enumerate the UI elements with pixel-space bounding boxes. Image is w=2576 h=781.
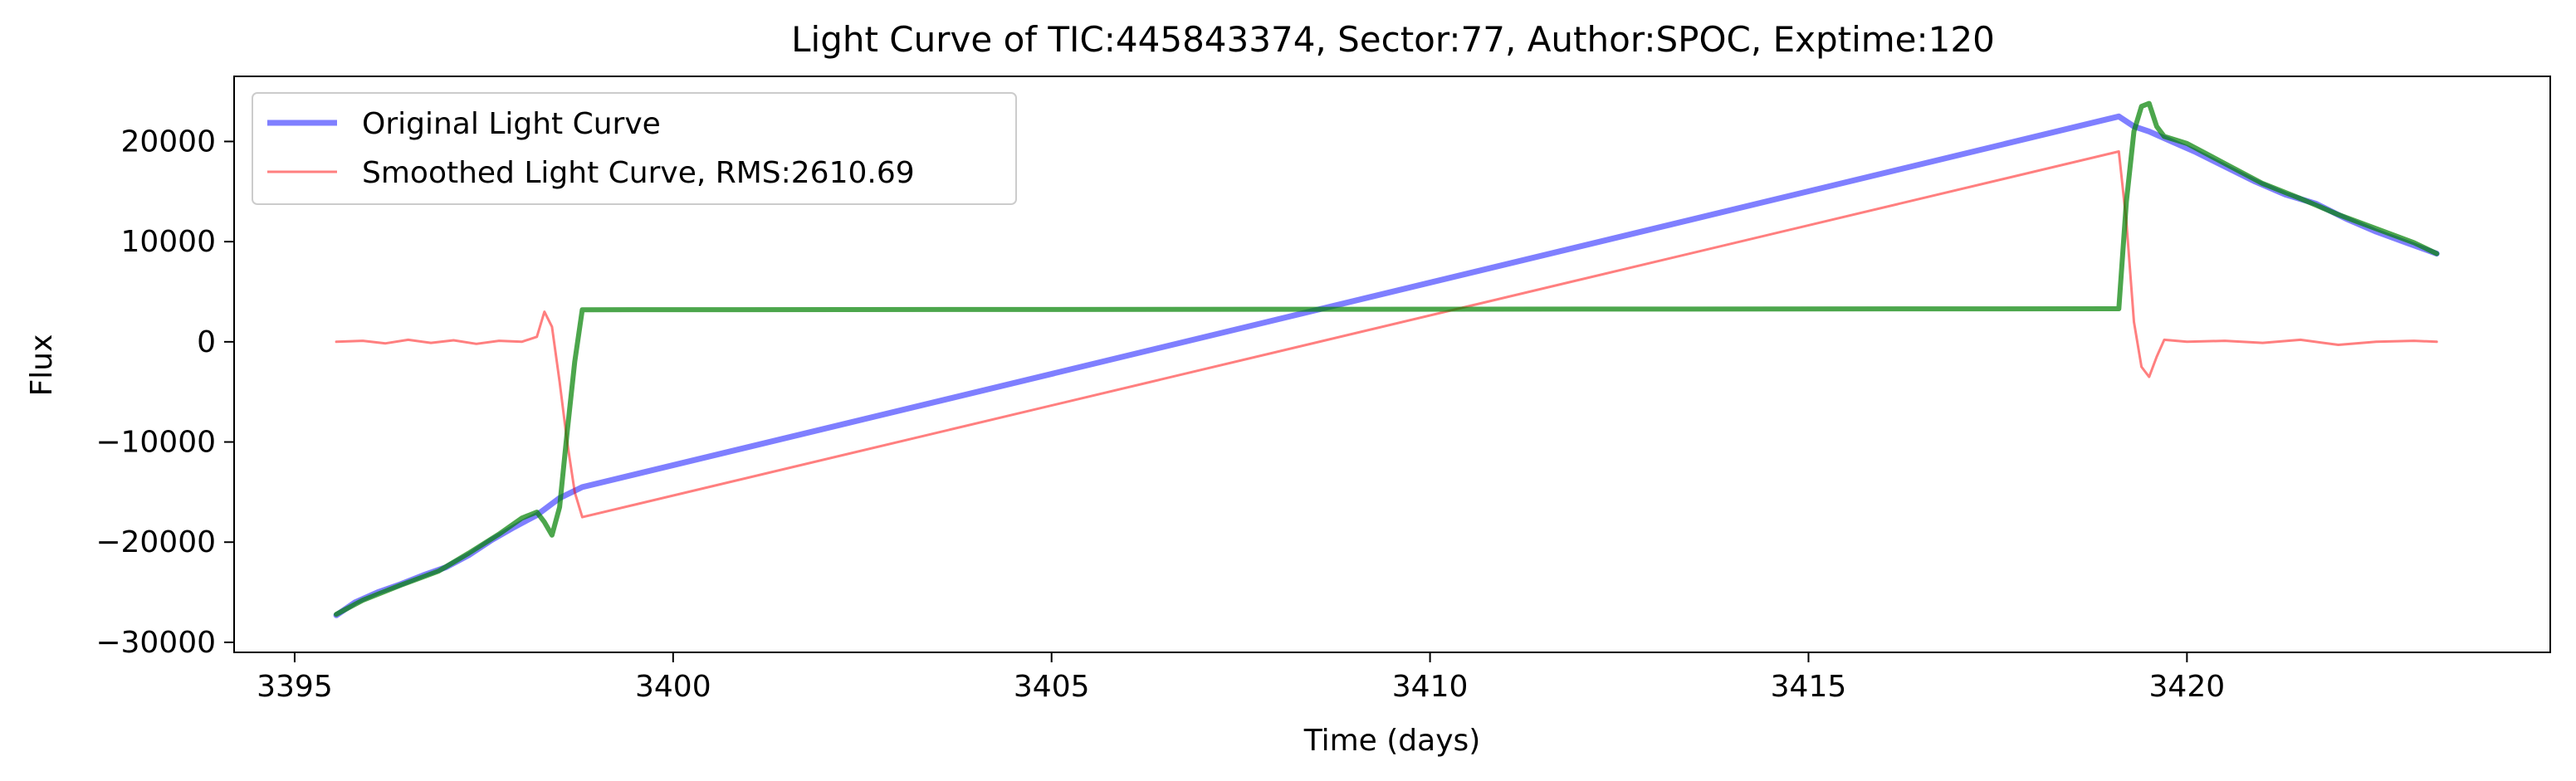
y-tick-label: 0: [197, 325, 216, 359]
legend: Original Light Curve Smoothed Light Curv…: [252, 92, 1017, 205]
y-tick-label: −10000: [95, 426, 216, 460]
y-tick-label: −30000: [95, 626, 216, 660]
legend-label-smoothed: Smoothed Light Curve, RMS:2610.69: [362, 156, 915, 190]
x-tick-label: 3420: [2149, 670, 2226, 704]
series-layer: [333, 100, 2440, 618]
x-tick-label: 3395: [257, 670, 333, 704]
legend-box: [252, 92, 1017, 205]
x-tick-label: 3410: [1392, 670, 1469, 704]
y-axis-ticks: 20000 10000 0 −10000 −20000 −30000: [95, 124, 234, 660]
chart-title: Light Curve of TIC:445843374, Sector:77,…: [791, 19, 1995, 60]
y-tick-label: 20000: [120, 124, 216, 159]
legend-label-original: Original Light Curve: [362, 107, 661, 141]
plot-area: [233, 76, 2551, 653]
plot-frame: [233, 76, 2551, 653]
y-tick-label: 10000: [120, 225, 216, 259]
x-tick-label: 3405: [1014, 670, 1090, 704]
x-tick-label: 3400: [635, 670, 711, 704]
series-fit-line: [334, 100, 2440, 617]
y-axis-label: Flux: [25, 334, 59, 397]
series-smoothed-line: [335, 150, 2438, 519]
x-axis-label: Time (days): [1303, 724, 1481, 758]
x-tick-label: 3415: [1771, 670, 1847, 704]
y-tick-label: −20000: [95, 525, 216, 559]
x-axis-ticks: 3395 3400 3405 3410 3415 3420: [257, 652, 2225, 704]
